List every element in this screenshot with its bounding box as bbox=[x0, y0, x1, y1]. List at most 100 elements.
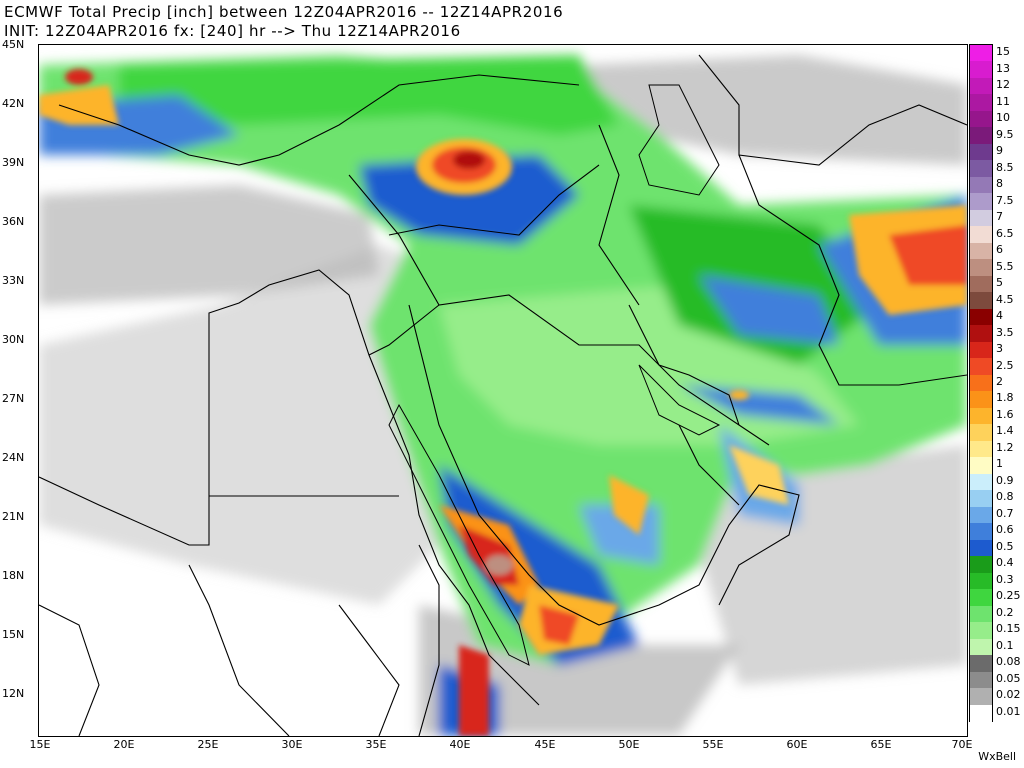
legend-label: 6 bbox=[996, 243, 1003, 257]
lon-label: 65E bbox=[870, 738, 892, 751]
legend-label: 1.8 bbox=[996, 391, 1014, 405]
legend-swatch bbox=[970, 556, 992, 574]
legend-label: 7 bbox=[996, 210, 1003, 224]
lat-label: 33N bbox=[2, 274, 25, 287]
legend-swatch bbox=[970, 341, 992, 359]
legend-label: 9 bbox=[996, 144, 1003, 158]
chart-title-line1: ECMWF Total Precip [inch] between 12Z04A… bbox=[4, 3, 564, 21]
legend-label: 0.8 bbox=[996, 490, 1014, 504]
lat-label: 21N bbox=[2, 510, 25, 523]
legend-swatch bbox=[970, 226, 992, 244]
legend-label: 11 bbox=[996, 94, 1010, 108]
legend-swatch bbox=[970, 638, 992, 656]
legend-swatch bbox=[970, 160, 992, 178]
lon-label: 50E bbox=[618, 738, 640, 751]
legend-swatch bbox=[970, 688, 992, 706]
legend-swatch bbox=[970, 506, 992, 524]
legend-label: 8.5 bbox=[996, 160, 1014, 174]
legend-swatch bbox=[970, 424, 992, 442]
legend-label: 0.5 bbox=[996, 539, 1014, 553]
legend-label: 0.15 bbox=[996, 622, 1021, 636]
legend-label: 5.5 bbox=[996, 259, 1014, 273]
legend-swatch bbox=[970, 358, 992, 376]
lon-label: 60E bbox=[786, 738, 808, 751]
legend-swatch bbox=[970, 589, 992, 607]
lon-label: 45E bbox=[534, 738, 556, 751]
lon-label: 40E bbox=[449, 738, 471, 751]
legend-swatch bbox=[970, 308, 992, 326]
legend-swatch bbox=[970, 407, 992, 425]
legend-swatch bbox=[970, 572, 992, 590]
legend-label: 0.08 bbox=[996, 655, 1021, 669]
legend-label: 5 bbox=[996, 276, 1003, 290]
legend-swatch bbox=[970, 242, 992, 260]
legend-label: 0.01 bbox=[996, 704, 1021, 718]
legend-label: 4.5 bbox=[996, 292, 1014, 306]
lon-label: 20E bbox=[113, 738, 135, 751]
legend-swatch bbox=[970, 374, 992, 392]
legend-label: 0.02 bbox=[996, 688, 1021, 702]
legend-label: 2 bbox=[996, 375, 1003, 388]
legend-label: 0.3 bbox=[996, 572, 1014, 586]
wxbell-credit: WxBell bbox=[978, 750, 1016, 763]
legend-swatch bbox=[970, 127, 992, 145]
legend-swatch bbox=[970, 391, 992, 409]
legend-label: 1.6 bbox=[996, 407, 1014, 421]
lat-label: 27N bbox=[2, 392, 25, 405]
lat-label: 39N bbox=[2, 156, 25, 169]
precip-map bbox=[38, 44, 968, 737]
legend-swatch bbox=[970, 490, 992, 508]
legend-swatch bbox=[970, 45, 992, 62]
legend-label: 3 bbox=[996, 342, 1003, 356]
legend-swatch bbox=[970, 704, 992, 722]
legend-swatch bbox=[970, 176, 992, 194]
lat-label: 18N bbox=[2, 569, 25, 582]
legend-swatch bbox=[970, 473, 992, 491]
lon-label: 55E bbox=[702, 738, 724, 751]
legend-swatch bbox=[970, 622, 992, 640]
legend-label: 4 bbox=[996, 309, 1003, 323]
lon-label: 35E bbox=[365, 738, 387, 751]
legend-label: 0.4 bbox=[996, 556, 1014, 570]
chart-title-line2: INIT: 12Z04APR2016 fx: [240] hr --> Thu … bbox=[4, 22, 461, 40]
legend-label: 0.6 bbox=[996, 523, 1014, 537]
lon-label: 70E bbox=[951, 738, 973, 751]
lat-label: 12N bbox=[2, 687, 25, 700]
lat-label: 24N bbox=[2, 451, 25, 464]
lon-label: 30E bbox=[281, 738, 303, 751]
legend-label: 0.2 bbox=[996, 605, 1014, 619]
legend-swatch bbox=[970, 292, 992, 310]
legend-label: 0.7 bbox=[996, 506, 1014, 520]
legend-swatch bbox=[970, 523, 992, 541]
legend-swatch bbox=[970, 259, 992, 277]
lat-label: 36N bbox=[2, 215, 25, 228]
lat-label: 30N bbox=[2, 333, 25, 346]
precip-map-svg bbox=[39, 45, 967, 736]
legend-swatch bbox=[970, 77, 992, 95]
legend-swatch bbox=[970, 440, 992, 458]
legend-swatch bbox=[970, 193, 992, 211]
lat-label: 15N bbox=[2, 628, 25, 641]
legend-label: 7.5 bbox=[996, 193, 1014, 207]
legend-swatch bbox=[970, 94, 992, 112]
legend-label: 1 bbox=[996, 457, 1003, 471]
legend-swatch bbox=[970, 655, 992, 673]
legend-label: 12 bbox=[996, 78, 1010, 92]
legend-swatch bbox=[970, 61, 992, 79]
lat-label: 42N bbox=[2, 97, 25, 110]
legend-swatch bbox=[970, 209, 992, 227]
color-legend bbox=[969, 44, 993, 722]
legend-swatch bbox=[970, 605, 992, 623]
legend-label: 9.5 bbox=[996, 127, 1014, 141]
legend-swatch bbox=[970, 539, 992, 557]
lat-label: 45N bbox=[2, 38, 25, 51]
lon-label: 15E bbox=[29, 738, 51, 751]
legend-swatch bbox=[970, 110, 992, 128]
legend-label: 13 bbox=[996, 61, 1010, 75]
legend-label: 3.5 bbox=[996, 325, 1014, 339]
legend-label: 2.5 bbox=[996, 358, 1014, 372]
legend-label: 0.05 bbox=[996, 671, 1021, 685]
legend-label: 15 bbox=[996, 45, 1010, 59]
legend-label: 1.4 bbox=[996, 424, 1014, 438]
legend-label: 0.1 bbox=[996, 638, 1014, 652]
